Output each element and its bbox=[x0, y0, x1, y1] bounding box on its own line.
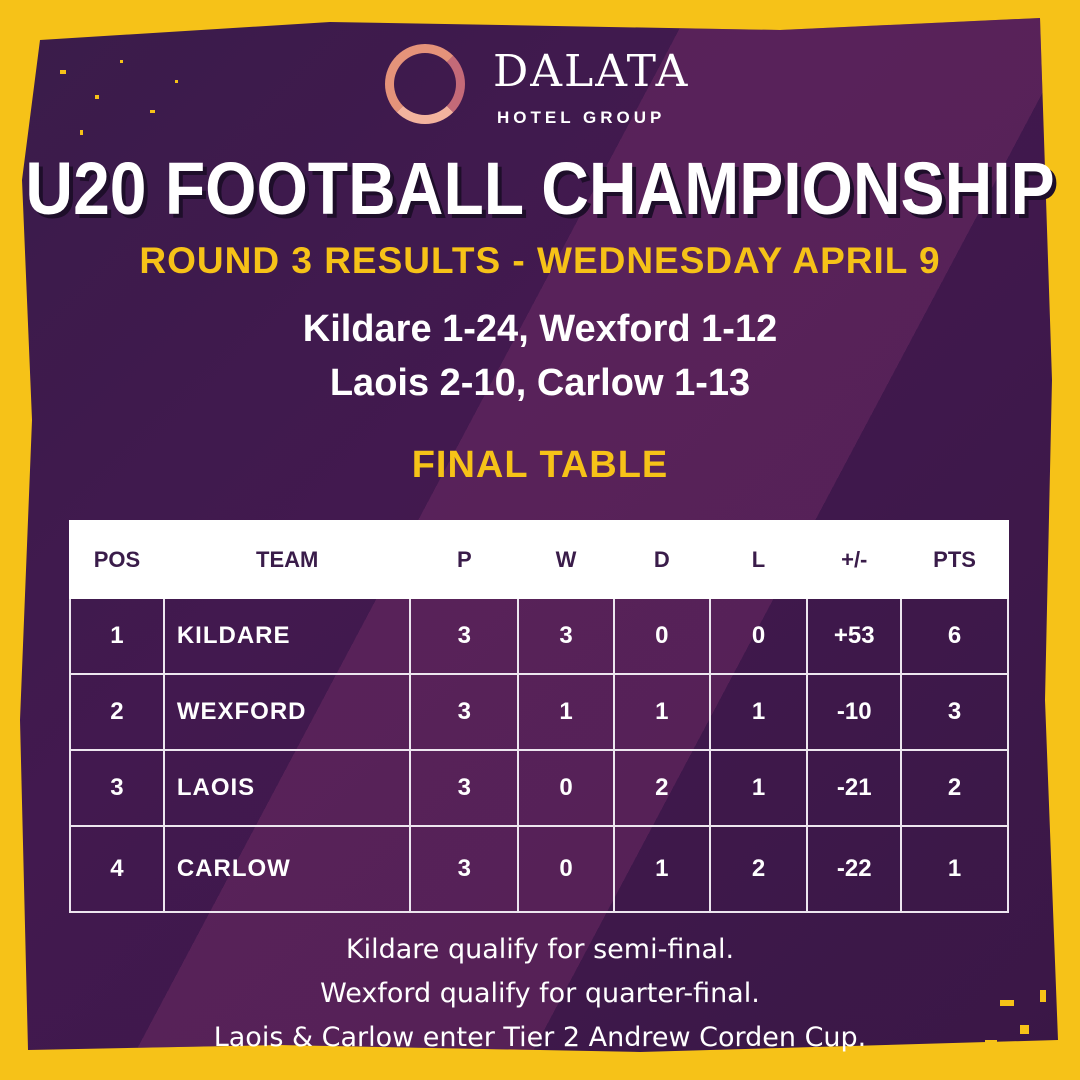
cell-won: 0 bbox=[517, 825, 615, 913]
cell-drawn: 2 bbox=[612, 749, 711, 827]
table-row: 1 KILDARE 3 3 0 0 +53 6 bbox=[69, 597, 1009, 675]
cell-pos: 4 bbox=[69, 825, 165, 913]
cell-team: KILDARE bbox=[162, 597, 412, 675]
table-row: 3 LAOIS 3 0 2 1 -21 2 bbox=[69, 749, 1009, 827]
cell-team: WEXFORD bbox=[162, 673, 412, 751]
note-line: Laois & Carlow enter Tier 2 Andrew Corde… bbox=[213, 1022, 867, 1053]
standings-table: POS TEAM P W D L +/- PTS 1 KILDARE 3 3 0… bbox=[69, 520, 1009, 913]
column-header: PTS bbox=[900, 520, 1009, 599]
qualification-notes: Kildare qualify for semi-final. Wexford … bbox=[0, 928, 1080, 1060]
logo-ring-icon bbox=[385, 44, 465, 124]
cell-points: 6 bbox=[900, 597, 1009, 675]
cell-played: 3 bbox=[409, 749, 520, 827]
cell-diff: +53 bbox=[806, 597, 903, 675]
cell-played: 3 bbox=[409, 825, 520, 913]
cell-played: 3 bbox=[409, 597, 520, 675]
table-row: 4 CARLOW 3 0 1 2 -22 1 bbox=[69, 825, 1009, 913]
logo-wordmark: DALATA bbox=[493, 46, 690, 97]
column-header: POS bbox=[69, 520, 165, 599]
cell-pos: 3 bbox=[69, 749, 165, 827]
cell-pos: 2 bbox=[69, 673, 165, 751]
table-header-row: POS TEAM P W D L +/- PTS bbox=[69, 520, 1009, 599]
cell-drawn: 1 bbox=[612, 673, 711, 751]
cell-won: 0 bbox=[517, 749, 615, 827]
cell-team: CARLOW bbox=[162, 825, 412, 913]
cell-team: LAOIS bbox=[162, 749, 412, 827]
cell-played: 3 bbox=[409, 673, 520, 751]
column-header: P bbox=[409, 520, 520, 599]
dalata-logo: DALATA HOTEL GROUP bbox=[385, 42, 705, 137]
column-header: D bbox=[612, 520, 711, 599]
cell-diff: -10 bbox=[806, 673, 903, 751]
table-heading: FINAL TABLE bbox=[411, 444, 669, 486]
column-header: +/- bbox=[806, 520, 903, 599]
result-line: Kildare 1-24, Wexford 1-12 bbox=[302, 308, 778, 350]
cell-drawn: 0 bbox=[612, 597, 711, 675]
cell-lost: 1 bbox=[708, 749, 809, 827]
cell-drawn: 1 bbox=[612, 825, 711, 913]
cell-lost: 0 bbox=[708, 597, 809, 675]
cell-won: 3 bbox=[517, 597, 615, 675]
logo-subtitle: HOTEL GROUP bbox=[497, 108, 666, 127]
result-line: Laois 2-10, Carlow 1-13 bbox=[329, 362, 751, 404]
note-line: Kildare qualify for semi-final. bbox=[345, 934, 735, 965]
column-header: W bbox=[517, 520, 615, 599]
cell-points: 1 bbox=[900, 825, 1009, 913]
cell-lost: 1 bbox=[708, 673, 809, 751]
cell-diff: -21 bbox=[806, 749, 903, 827]
cell-diff: -22 bbox=[806, 825, 903, 913]
round-subtitle: ROUND 3 RESULTS - WEDNESDAY APRIL 9 bbox=[139, 240, 941, 281]
cell-pos: 1 bbox=[69, 597, 165, 675]
page-title: U20 FOOTBALL CHAMPIONSHIP bbox=[25, 146, 1055, 230]
cell-points: 2 bbox=[900, 749, 1009, 827]
note-line: Wexford qualify for quarter-final. bbox=[320, 978, 760, 1009]
cell-points: 3 bbox=[900, 673, 1009, 751]
cell-won: 1 bbox=[517, 673, 615, 751]
column-header: TEAM bbox=[162, 520, 412, 599]
cell-lost: 2 bbox=[708, 825, 809, 913]
table-row: 2 WEXFORD 3 1 1 1 -10 3 bbox=[69, 673, 1009, 751]
column-header: L bbox=[708, 520, 809, 599]
